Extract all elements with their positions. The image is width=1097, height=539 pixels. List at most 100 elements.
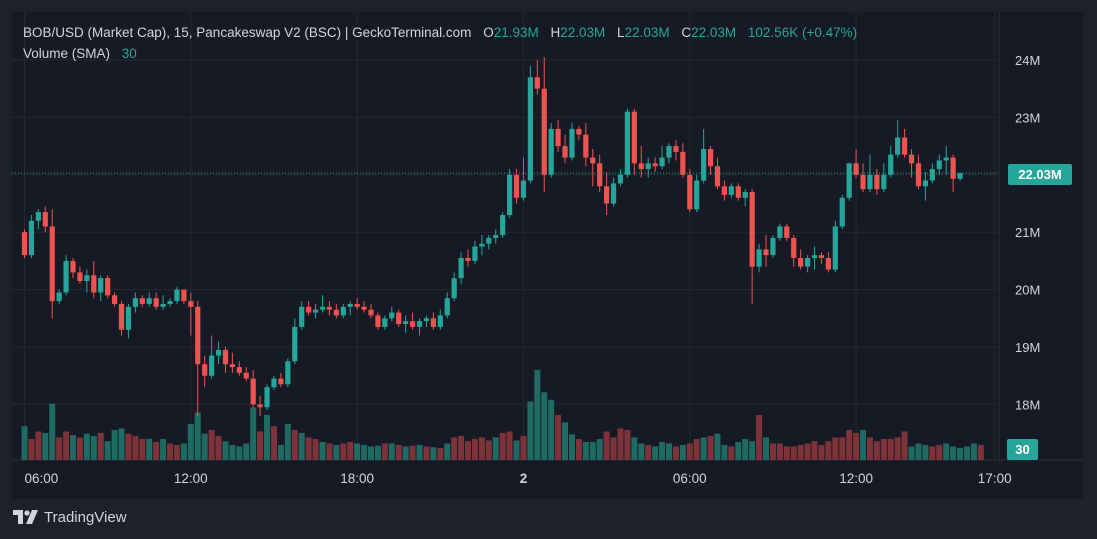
legend-indicator-value: 30	[121, 46, 137, 61]
tradingview-brand[interactable]: TradingView	[13, 508, 127, 526]
candle-body-32	[243, 372, 249, 379]
candle-body-0	[21, 232, 28, 256]
legend-open-value: 21.93M	[493, 25, 539, 40]
legend-change-value: 102.56K (+0.47%)	[747, 25, 858, 40]
candle-body-119	[846, 163, 852, 198]
candle-body-125	[888, 154, 894, 175]
volume-bar-29	[222, 441, 229, 460]
volume-bar-8	[76, 437, 83, 460]
candle-body-55	[403, 321, 409, 325]
candle-body-99	[707, 148, 714, 167]
candle-body-104	[742, 192, 748, 198]
legend-close-label: C	[681, 25, 692, 40]
volume-bar-71	[513, 440, 520, 460]
volume-bar-88	[631, 437, 638, 460]
volume-bar-5	[56, 437, 63, 460]
candle-body-62	[451, 278, 457, 299]
volume-bar-115	[818, 444, 825, 460]
volume-bar-33	[250, 407, 257, 460]
volume-bar-133	[943, 443, 950, 460]
legend-title[interactable]: BOB/USD (Market Cap), 15, Pancakeswap V2…	[23, 25, 472, 40]
candle-body-116	[825, 258, 831, 270]
candle-body-40	[299, 306, 305, 327]
volume-bar-119	[846, 429, 853, 460]
volume-bar-17	[139, 438, 146, 460]
chart-panel[interactable]: 24M23M22M21M20M19M18M06:0012:0018:00206:…	[12, 12, 1083, 499]
volume-bar-99	[707, 435, 714, 460]
candle-body-1	[28, 220, 35, 256]
candle-body-78	[562, 146, 568, 158]
candle-body-127	[902, 137, 908, 155]
candle-body-76	[548, 128, 554, 175]
volume-bar-11	[97, 432, 104, 460]
volume-bar-1	[28, 438, 35, 460]
candle-body-21	[167, 301, 173, 304]
candle-body-77	[555, 128, 561, 147]
candle-body-93	[666, 146, 672, 158]
candle-body-29	[222, 349, 229, 365]
volume-bar-7	[70, 435, 77, 460]
volume-bar-79	[568, 434, 575, 460]
legend-high-value: 22.03M	[560, 25, 606, 40]
volume-bar-45	[333, 444, 340, 460]
price-axis-label-4: 20M	[1015, 283, 1040, 298]
volume-bar-125	[887, 438, 894, 460]
volume-bar-64	[465, 441, 472, 460]
candle-body-65	[472, 246, 478, 261]
volume-bar-110	[783, 446, 790, 460]
volume-bar-10	[90, 435, 97, 460]
candle-body-70	[507, 174, 513, 215]
candle-body-54	[396, 312, 402, 325]
volume-bar-118	[839, 437, 846, 460]
price-axis-label-0: 24M	[1015, 53, 1040, 68]
candle-body-101	[721, 186, 728, 195]
candle-body-106	[756, 249, 762, 267]
volume-bar-135	[957, 447, 964, 460]
volume-bar-134	[950, 446, 957, 460]
volume-bar-16	[132, 435, 139, 460]
candle-body-84	[604, 186, 610, 204]
candle-body-123	[874, 174, 880, 190]
candle-body-118	[839, 197, 845, 227]
candle-body-60	[437, 315, 443, 327]
time-axis-label-4: 06:00	[673, 471, 707, 486]
legend-low-label: L	[617, 25, 625, 40]
volume-bar-57	[416, 444, 423, 460]
candle-body-115	[818, 255, 825, 259]
volume-value-tag: 30	[1007, 439, 1038, 460]
candle-body-126	[895, 137, 901, 155]
volume-bar-51	[374, 445, 381, 460]
candle-body-37	[278, 378, 284, 385]
volume-bar-95	[679, 444, 686, 460]
candle-body-43	[319, 306, 326, 310]
candle-body-129	[915, 163, 922, 187]
volume-bar-76	[548, 399, 555, 460]
price-chart[interactable]: 24M23M22M21M20M19M18M06:0012:0018:00206:…	[12, 12, 1083, 499]
candle-body-8	[77, 272, 83, 281]
candle-body-44	[326, 306, 333, 310]
volume-bar-75	[541, 392, 548, 460]
candle-body-30	[229, 364, 235, 368]
volume-bar-90	[645, 444, 652, 460]
volume-bar-97	[693, 438, 700, 460]
candle-body-22	[174, 289, 180, 302]
last-price-tag: 22.03M	[1008, 164, 1072, 185]
candle-body-64	[465, 258, 471, 261]
candle-body-7	[70, 260, 76, 273]
legend-low-value: 22.03M	[624, 25, 670, 40]
candle-body-122	[867, 174, 873, 190]
candle-body-81	[583, 134, 589, 158]
volume-bar-49	[361, 444, 368, 460]
volume-bar-47	[347, 441, 354, 460]
candle-body-20	[160, 303, 166, 307]
volume-bar-82	[589, 441, 596, 460]
volume-bar-21	[167, 443, 174, 460]
candle-body-91	[652, 163, 658, 167]
volume-bar-117	[832, 437, 839, 460]
volume-bar-126	[894, 437, 901, 460]
candle-body-98	[701, 148, 707, 181]
legend-indicator-label[interactable]: Volume (SMA)	[23, 46, 111, 61]
candle-body-130	[922, 180, 928, 187]
volume-bar-28	[215, 435, 222, 460]
volume-bar-137	[970, 443, 977, 460]
